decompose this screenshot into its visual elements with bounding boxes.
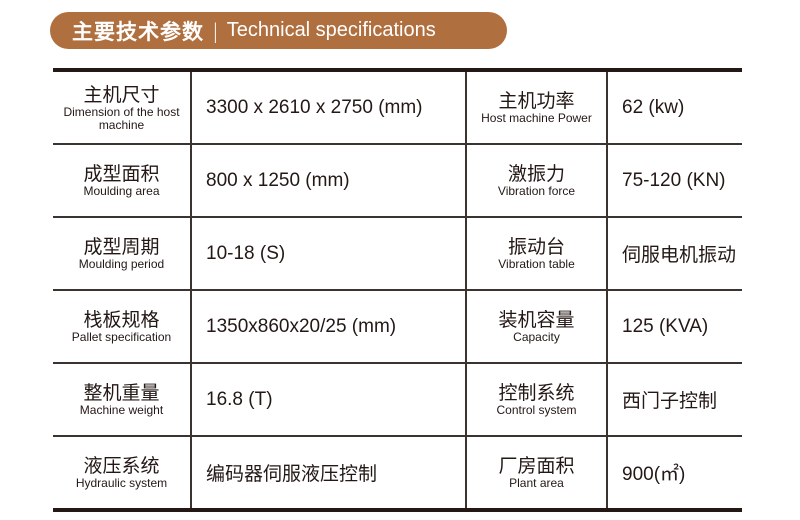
spec-label-cn: 整机重量: [83, 382, 160, 404]
spec-label-cn: 厂房面积: [498, 455, 575, 477]
spec-label-cn: 主机功率: [498, 90, 575, 112]
spec-label: 成型面积 Moulding area: [53, 144, 192, 218]
spec-label-cn: 栈板规格: [83, 309, 160, 331]
table-row: 整机重量 Machine weight 16.8 (T) 控制系统 Control sy…: [53, 363, 742, 437]
table-row: 栈板规格 Pallet specification 1350x860x20/25 (…: [53, 290, 742, 364]
specifications-table: 主机尺寸 Dimension of the host machine 3300 x …: [53, 68, 742, 512]
spec-label: 主机尺寸 Dimension of the host machine: [53, 70, 192, 145]
spec-value: 编码器伺服液压控制: [191, 436, 467, 510]
spec-label-en: Capacity: [513, 330, 560, 344]
spec-label: 栈板规格 Pallet specification: [53, 290, 192, 364]
spec-value: 1350x860x20/25 (mm): [191, 290, 467, 364]
spec-label: 厂房面积 Plant area: [466, 436, 608, 510]
spec-value: 800 x 1250 (mm): [191, 144, 467, 218]
table-row: 成型周期 Moulding period 10-18 (S) 振动台 Vibration…: [53, 217, 742, 291]
spec-label: 控制系统 Control system: [466, 363, 608, 437]
spec-label: 振动台 Vibration table: [466, 217, 608, 291]
spec-value: 10-18 (S): [191, 217, 467, 291]
spec-label-en: Host machine Power: [481, 111, 592, 125]
header-title-cn: 主要技术参数: [72, 19, 204, 44]
spec-label: 液压系统 Hydraulic system: [53, 436, 192, 510]
spec-label-en: Vibration force: [497, 184, 576, 198]
spec-value: 900(㎡): [622, 464, 686, 485]
header-title-en: Technical specifications: [226, 19, 436, 41]
spec-value: 125 (KVA): [607, 290, 742, 364]
spec-label: 成型周期 Moulding period: [53, 217, 192, 291]
table-row: 主机尺寸 Dimension of the host machine 3300 x …: [53, 70, 742, 145]
spec-label-en: Hydraulic system: [75, 476, 168, 490]
spec-label-cn: 主机尺寸: [83, 83, 160, 106]
spec-label: 装机容量 Capacity: [466, 290, 608, 364]
spec-label-cn: 成型面积: [83, 163, 160, 185]
spec-label-en: Dimension of the host machine: [63, 104, 180, 132]
spec-value: 16.8 (T): [191, 363, 467, 437]
spec-label-cn: 液压系统: [83, 455, 160, 477]
spec-label: 激振力 Vibration force: [466, 144, 608, 218]
spec-label-cn: 激振力: [507, 163, 565, 185]
spec-label-en: Plant area: [509, 476, 564, 490]
spec-value: 西门子控制: [607, 363, 742, 437]
spec-label-cn: 控制系统: [498, 382, 575, 404]
spec-label-cn: 成型周期: [83, 236, 160, 258]
spec-label-cn: 振动台: [507, 236, 565, 258]
spec-value: 伺服电机振动: [607, 217, 742, 291]
spec-value: 62 (kw): [607, 70, 742, 145]
spec-value: 3300 x 2610 x 2750 (mm): [191, 70, 467, 145]
spec-label-cn: 装机容量: [498, 309, 575, 331]
spec-value: 75-120 (KN): [607, 144, 742, 218]
spec-label-en: Vibration table: [498, 257, 575, 271]
section-header: 主要技术参数 | Technical specifications: [50, 12, 507, 49]
spec-label-en: Control system: [496, 403, 577, 417]
header-separator: |: [212, 18, 219, 43]
spec-label: 整机重量 Machine weight: [53, 363, 192, 437]
table-row: 成型面积 Moulding area 800 x 1250 (mm) 激振力 Vibra…: [53, 144, 742, 218]
spec-label-en: Moulding period: [78, 257, 165, 271]
spec-label-en: Machine weight: [79, 403, 164, 417]
spec-label-en: Moulding area: [83, 184, 160, 198]
spec-label: 主机功率 Host machine Power: [466, 70, 608, 145]
table-row: 液压系统 Hydraulic system 编码器伺服液压控制 厂房面积 Plant a…: [53, 436, 742, 510]
spec-label-en: Pallet specification: [71, 330, 172, 344]
